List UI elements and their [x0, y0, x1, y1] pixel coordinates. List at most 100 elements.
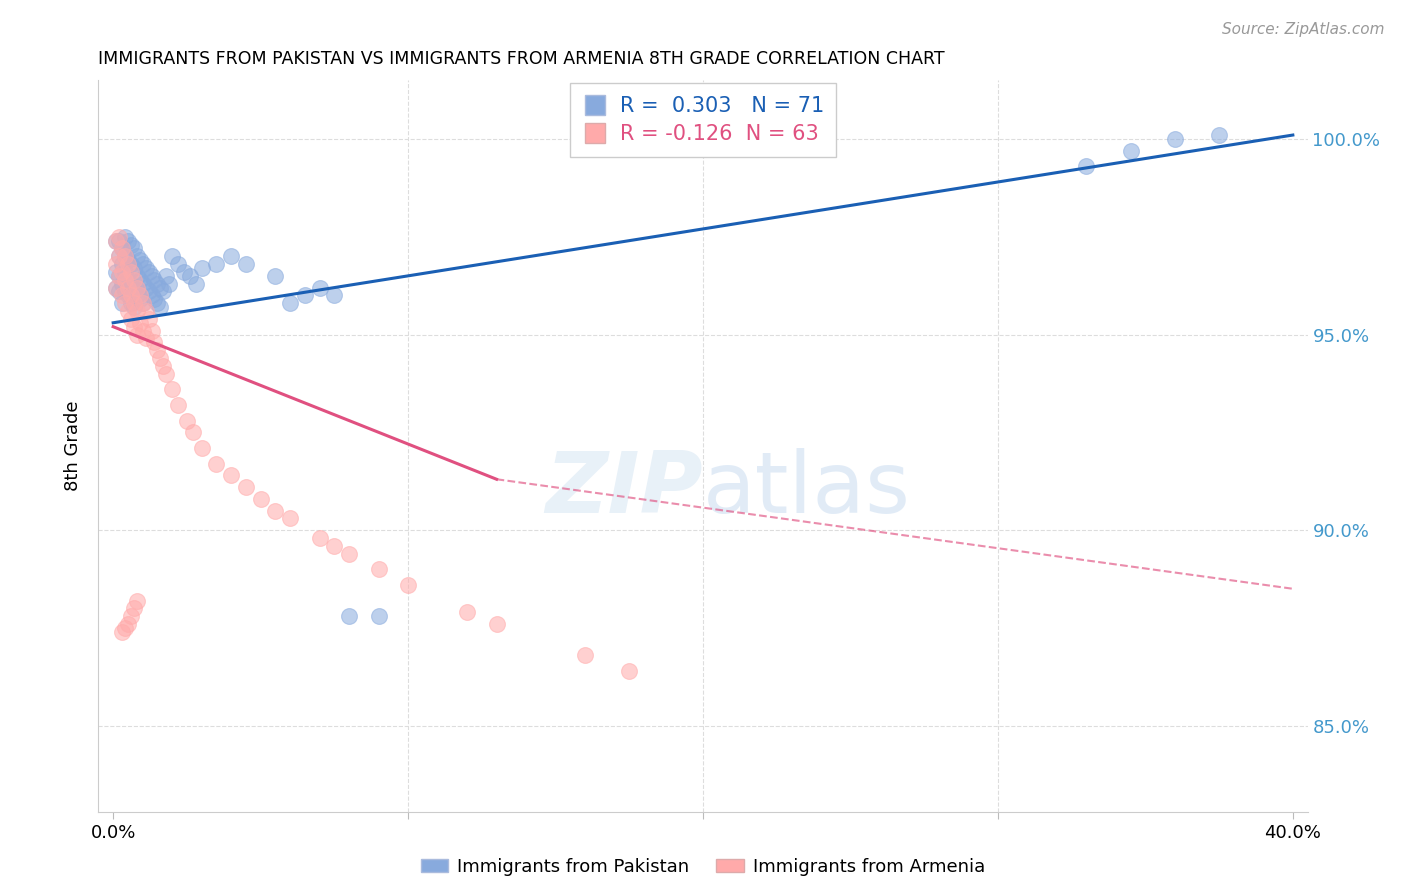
- Point: [135, 260, 157, 275]
- Point: [117, 273, 139, 287]
- Point: [114, 249, 136, 263]
- Point: [125, 304, 148, 318]
- Point: [337, 547, 360, 561]
- Point: [155, 268, 177, 283]
- Point: [1119, 144, 1142, 158]
- Point: [114, 621, 136, 635]
- Point: [108, 229, 131, 244]
- Point: [135, 280, 157, 294]
- Point: [138, 311, 160, 326]
- Point: [149, 300, 172, 314]
- Point: [278, 511, 301, 525]
- Point: [125, 288, 148, 302]
- Point: [128, 288, 150, 302]
- Point: [219, 249, 242, 263]
- Point: [190, 441, 212, 455]
- Point: [160, 249, 183, 263]
- Point: [323, 539, 346, 553]
- Point: [146, 296, 169, 310]
- Point: [456, 605, 478, 619]
- Point: [111, 296, 134, 310]
- Point: [294, 288, 316, 302]
- Point: [249, 491, 271, 506]
- Point: [264, 268, 287, 283]
- Point: [122, 300, 145, 314]
- Point: [1164, 132, 1187, 146]
- Point: [111, 257, 134, 271]
- Point: [117, 617, 139, 632]
- Point: [157, 277, 180, 291]
- Legend: Immigrants from Pakistan, Immigrants from Armenia: Immigrants from Pakistan, Immigrants fro…: [413, 851, 993, 883]
- Point: [128, 293, 150, 307]
- Point: [135, 304, 157, 318]
- Point: [114, 265, 136, 279]
- Point: [111, 242, 134, 256]
- Point: [396, 578, 419, 592]
- Point: [131, 257, 153, 271]
- Point: [1076, 159, 1098, 173]
- Point: [111, 624, 134, 639]
- Legend: R =  0.303   N = 71, R = -0.126  N = 63: R = 0.303 N = 71, R = -0.126 N = 63: [569, 83, 837, 157]
- Point: [105, 234, 128, 248]
- Point: [205, 257, 228, 271]
- Point: [235, 257, 257, 271]
- Point: [184, 277, 207, 291]
- Point: [131, 296, 153, 310]
- Point: [219, 468, 242, 483]
- Point: [114, 273, 136, 287]
- Point: [128, 316, 150, 330]
- Point: [105, 265, 128, 279]
- Point: [108, 285, 131, 299]
- Point: [278, 296, 301, 310]
- Point: [125, 280, 148, 294]
- Point: [619, 664, 641, 678]
- Point: [122, 242, 145, 256]
- Point: [176, 413, 198, 427]
- Point: [143, 293, 166, 307]
- Point: [122, 601, 145, 615]
- Point: [120, 277, 142, 291]
- Point: [308, 531, 330, 545]
- Point: [485, 617, 508, 632]
- Point: [105, 280, 128, 294]
- Point: [149, 351, 172, 365]
- Point: [181, 425, 204, 440]
- Point: [323, 288, 346, 302]
- Point: [120, 296, 142, 310]
- Point: [135, 331, 157, 345]
- Point: [122, 273, 145, 287]
- Point: [120, 311, 142, 326]
- Point: [179, 268, 201, 283]
- Point: [105, 280, 128, 294]
- Point: [152, 285, 174, 299]
- Point: [138, 265, 160, 279]
- Text: atlas: atlas: [703, 449, 911, 532]
- Point: [120, 265, 142, 279]
- Point: [152, 359, 174, 373]
- Point: [146, 343, 169, 358]
- Point: [167, 257, 190, 271]
- Point: [114, 285, 136, 299]
- Point: [117, 304, 139, 318]
- Point: [125, 593, 148, 607]
- Point: [108, 268, 131, 283]
- Point: [117, 257, 139, 271]
- Point: [149, 280, 172, 294]
- Point: [108, 249, 131, 263]
- Point: [120, 257, 142, 271]
- Point: [337, 609, 360, 624]
- Point: [190, 260, 212, 275]
- Point: [367, 562, 389, 576]
- Point: [146, 277, 169, 291]
- Point: [141, 268, 163, 283]
- Text: Source: ZipAtlas.com: Source: ZipAtlas.com: [1222, 22, 1385, 37]
- Point: [1208, 128, 1230, 142]
- Point: [235, 480, 257, 494]
- Point: [114, 296, 136, 310]
- Point: [117, 288, 139, 302]
- Point: [122, 260, 145, 275]
- Point: [125, 327, 148, 342]
- Point: [155, 367, 177, 381]
- Point: [367, 609, 389, 624]
- Point: [114, 229, 136, 244]
